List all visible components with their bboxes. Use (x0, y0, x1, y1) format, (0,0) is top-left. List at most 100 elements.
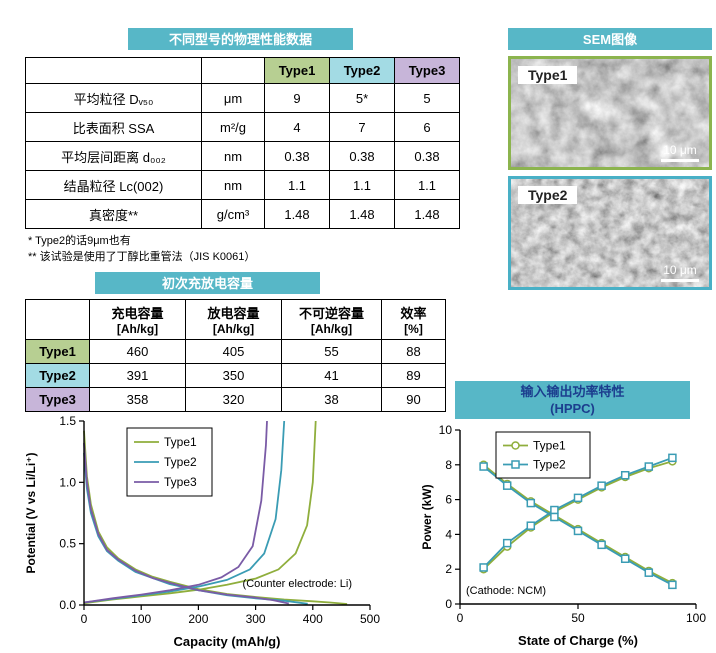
scale-bar-line (661, 159, 699, 162)
potential-capacity-svg: 0 100 200 300 400 500 0.0 0.5 1.0 1.5 Capacity (mA… (24, 414, 380, 649)
type3-row-header: Type3 (25, 387, 90, 412)
svg-text:10: 10 (439, 424, 453, 437)
type2-row-header: Type2 (25, 363, 90, 388)
property-unit: μm (201, 83, 265, 113)
value-cell: 38 (281, 387, 382, 412)
capacity-section-title: 初次充放电容量 (95, 272, 320, 294)
value-cell: 9 (264, 83, 330, 113)
svg-text:(Counter electrode: Li): (Counter electrode: Li) (243, 578, 352, 590)
svg-text:100: 100 (131, 612, 151, 626)
physical-properties-title: 不同型号的物理性能数据 (128, 28, 353, 50)
svg-text:2: 2 (445, 562, 452, 576)
value-cell: 1.48 (394, 199, 460, 229)
scale-bar: 10 μm (661, 144, 699, 162)
footnote-1: * Type2的话9μm也有 (28, 235, 131, 247)
table-row: Type1 460 405 55 88 (25, 339, 446, 364)
svg-text:Type3: Type3 (164, 475, 197, 489)
svg-text:1.0: 1.0 (59, 475, 76, 489)
blank-header-cell (25, 57, 202, 84)
type1-column-header: Type1 (264, 57, 330, 84)
svg-text:Capacity (mAh/g): Capacity (mAh/g) (174, 634, 281, 649)
footnote-2: ** 该试验是使用了丁醇比重管法（JIS K0061） (28, 251, 256, 263)
hppc-title-line1: 输入输出功率特性 (520, 384, 625, 399)
scale-bar: 10 μm (661, 264, 699, 282)
discharge-capacity-header: 放电容量 [Ah/kg] (185, 299, 282, 340)
property-unit: m²/g (201, 112, 265, 142)
svg-text:Type1: Type1 (533, 439, 566, 453)
efficiency-header: 效率 [%] (381, 299, 446, 340)
table-row: 平均粒径 Dᵥ₅₀ μm 9 5* 5 (25, 83, 460, 113)
physical-properties-table: Type1 Type2 Type3 平均粒径 Dᵥ₅₀ μm 9 5* 5 比表… (25, 57, 460, 229)
value-cell: 350 (185, 363, 282, 388)
sem-type2-label: Type2 (518, 186, 578, 204)
scale-bar-line (661, 279, 699, 282)
table-row: Type2 391 350 41 89 (25, 363, 446, 388)
type1-row-header: Type1 (25, 339, 90, 364)
svg-text:1.5: 1.5 (59, 415, 76, 428)
sem-image-type2: Type2 10 μm (508, 176, 712, 290)
series-line (83, 420, 268, 604)
value-cell: 1.48 (329, 199, 395, 229)
property-label: 平均层间距离 d₀₀₂ (25, 141, 202, 171)
series-line (83, 430, 348, 605)
svg-text:6: 6 (445, 493, 452, 507)
value-cell: 6 (394, 112, 460, 142)
svg-text:300: 300 (246, 612, 266, 626)
value-cell: 1.1 (329, 170, 395, 200)
blank-header-cell (25, 299, 90, 340)
value-cell: 320 (185, 387, 282, 412)
sem-image-type1: Type1 10 μm (508, 56, 712, 170)
svg-text:50: 50 (571, 611, 585, 625)
series-line (83, 420, 317, 605)
scale-text: 10 μm (663, 263, 697, 277)
value-cell: 1.1 (394, 170, 460, 200)
svg-text:200: 200 (188, 612, 208, 626)
capacity-table: 充电容量 [Ah/kg] 放电容量 [Ah/kg] 不可逆容量 [Ah/kg] … (25, 299, 446, 412)
value-cell: 358 (89, 387, 186, 412)
svg-text:Type2: Type2 (533, 458, 566, 472)
property-label: 结晶粒径 Lc(002) (25, 170, 202, 200)
svg-text:Type1: Type1 (164, 435, 197, 449)
hppc-power-chart: 0 50 100 0 2 4 6 8 10 State of Charge (%) Power (k… (418, 423, 710, 653)
property-unit: nm (201, 141, 265, 171)
svg-text:0.0: 0.0 (59, 598, 76, 612)
blank-header-cell (201, 57, 265, 84)
hppc-section-title: 输入输出功率特性 (HPPC) (455, 381, 690, 419)
value-cell: 0.38 (329, 141, 395, 171)
svg-text:0.5: 0.5 (59, 537, 76, 551)
table-row: Type3 358 320 38 90 (25, 387, 446, 412)
svg-text:100: 100 (686, 611, 706, 625)
svg-text:Power (kW): Power (kW) (420, 484, 434, 549)
svg-text:8: 8 (445, 458, 452, 472)
value-cell: 1.1 (264, 170, 330, 200)
property-label: 比表面积 SSA (25, 112, 202, 142)
svg-text:(Cathode: NCM): (Cathode: NCM) (466, 585, 546, 597)
svg-text:Potential (V vs Li/Li⁺): Potential (V vs Li/Li⁺) (24, 452, 38, 573)
hppc-title-line2: (HPPC) (550, 401, 595, 416)
svg-text:Type2: Type2 (164, 455, 197, 469)
property-unit: g/cm³ (201, 199, 265, 229)
svg-text:0: 0 (445, 597, 452, 611)
value-cell: 5* (329, 83, 395, 113)
value-cell: 7 (329, 112, 395, 142)
value-cell: 55 (281, 339, 382, 364)
sem-type1-label: Type1 (518, 66, 578, 84)
value-cell: 1.48 (264, 199, 330, 229)
value-cell: 41 (281, 363, 382, 388)
sem-section-title: SEM图像 (508, 28, 712, 50)
series-line (483, 464, 673, 584)
table-row: 真密度** g/cm³ 1.48 1.48 1.48 (25, 199, 460, 229)
svg-text:400: 400 (303, 612, 323, 626)
irreversible-capacity-header: 不可逆容量 [Ah/kg] (281, 299, 382, 340)
value-cell: 4 (264, 112, 330, 142)
charge-capacity-header: 充电容量 [Ah/kg] (89, 299, 186, 340)
type2-column-header: Type2 (329, 57, 395, 84)
property-label: 真密度** (25, 199, 202, 229)
property-unit: nm (201, 170, 265, 200)
value-cell: 405 (185, 339, 282, 364)
table-row: 比表面积 SSA m²/g 4 7 6 (25, 112, 460, 142)
scale-text: 10 μm (663, 143, 697, 157)
value-cell: 391 (89, 363, 186, 388)
table-row: 平均层间距离 d₀₀₂ nm 0.38 0.38 0.38 (25, 141, 460, 171)
